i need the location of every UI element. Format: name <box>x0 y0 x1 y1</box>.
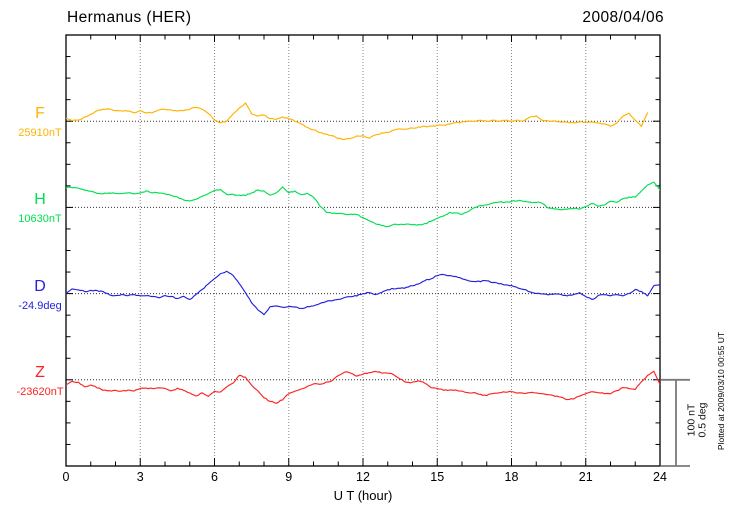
trace-label-D: D <box>34 278 46 295</box>
scale-bar-label: 100 nT 0.5 deg <box>685 402 709 438</box>
scale-bar-label-deg: 0.5 deg <box>696 402 708 438</box>
plotted-at-label: Plotted at 2009/03/10 00:55 UT <box>716 331 726 451</box>
trace-baseline-value-D: -24.9deg <box>18 300 62 312</box>
trace-D <box>66 270 660 316</box>
scale-bar-label-nt: 100 nT <box>685 403 698 437</box>
trace-baseline-value-F: 25910nT <box>18 127 62 139</box>
trace-Z <box>66 370 660 404</box>
chart-date: 2008/04/06 <box>582 9 664 26</box>
x-tick-label-9: 9 <box>285 470 293 484</box>
trace-baseline-value-H: 10630nT <box>18 213 62 225</box>
trace-F <box>66 102 649 141</box>
x-tick-label-12: 12 <box>356 470 370 484</box>
trace-label-Z: Z <box>35 364 45 381</box>
x-tick-label-15: 15 <box>430 470 445 484</box>
trace-label-H: H <box>34 191 46 208</box>
trace-H <box>66 181 660 228</box>
x-tick-label-3: 3 <box>136 470 144 484</box>
x-tick-label-24: 24 <box>653 470 667 484</box>
x-tick-label-0: 0 <box>62 470 70 484</box>
chart-title: Hermanus (HER) <box>67 9 192 26</box>
x-tick-label-18: 18 <box>504 470 519 484</box>
x-tick-label-21: 21 <box>578 470 593 484</box>
x-axis-title: U T (hour) <box>333 488 393 503</box>
x-tick-label-6: 6 <box>211 470 218 484</box>
trace-label-F: F <box>35 105 45 122</box>
trace-baseline-value-Z: -23620nT <box>16 386 64 398</box>
